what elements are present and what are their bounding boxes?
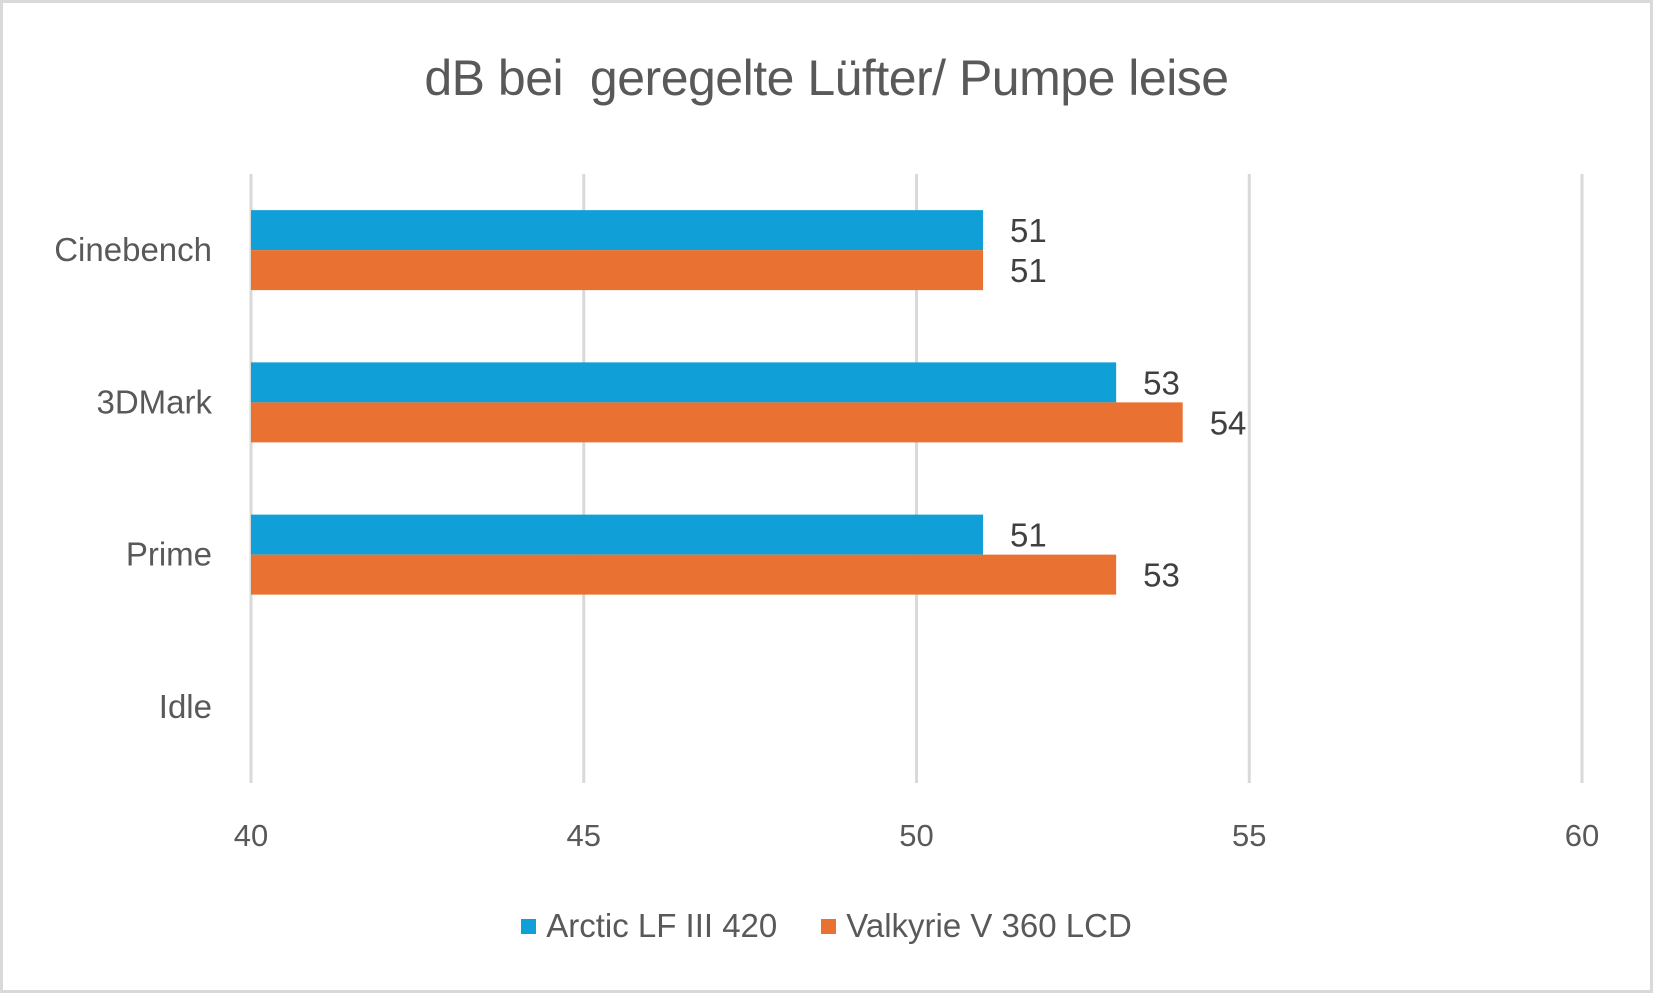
- x-tick-label: 50: [899, 818, 933, 853]
- category-label: 3DMark: [96, 383, 212, 420]
- data-label: 51: [1010, 517, 1047, 554]
- x-tick-label: 40: [234, 818, 268, 853]
- bar-valkyrie: [251, 554, 1117, 595]
- legend-item-arctic: Arctic LF III 420: [521, 907, 777, 945]
- legend-swatch-valkyrie: [821, 918, 837, 934]
- data-label: 53: [1143, 557, 1180, 594]
- data-label: 54: [1210, 404, 1247, 441]
- category-label: Idle: [159, 688, 212, 725]
- legend-label-arctic: Arctic LF III 420: [546, 907, 778, 944]
- bar-arctic: [251, 514, 984, 555]
- category-label: Prime: [126, 536, 212, 573]
- legend-swatch-arctic: [521, 918, 537, 934]
- bars: [251, 210, 1183, 595]
- x-tick-label: 60: [1565, 818, 1599, 853]
- bar-valkyrie: [251, 250, 984, 291]
- x-tick-label: 55: [1232, 818, 1266, 853]
- category-label: Cinebench: [54, 231, 212, 268]
- value-axis: 40 45 50 55 60: [234, 818, 1599, 853]
- bar-valkyrie: [251, 402, 1183, 443]
- data-label: 51: [1010, 252, 1047, 289]
- category-axis: Cinebench 3DMark Prime Idle: [54, 231, 212, 725]
- bar-arctic: [251, 210, 984, 251]
- legend-item-valkyrie: Valkyrie V 360 LCD: [821, 907, 1132, 945]
- data-label: 53: [1143, 364, 1180, 401]
- legend: Arctic LF III 420 Valkyrie V 360 LCD: [3, 907, 1650, 945]
- legend-label-valkyrie: Valkyrie V 360 LCD: [846, 907, 1132, 944]
- chart-title: dB bei geregelte Lüfter/ Pumpe leise: [424, 50, 1229, 106]
- x-tick-label: 45: [567, 818, 601, 853]
- data-label: 51: [1010, 212, 1047, 249]
- bar-arctic: [251, 362, 1117, 403]
